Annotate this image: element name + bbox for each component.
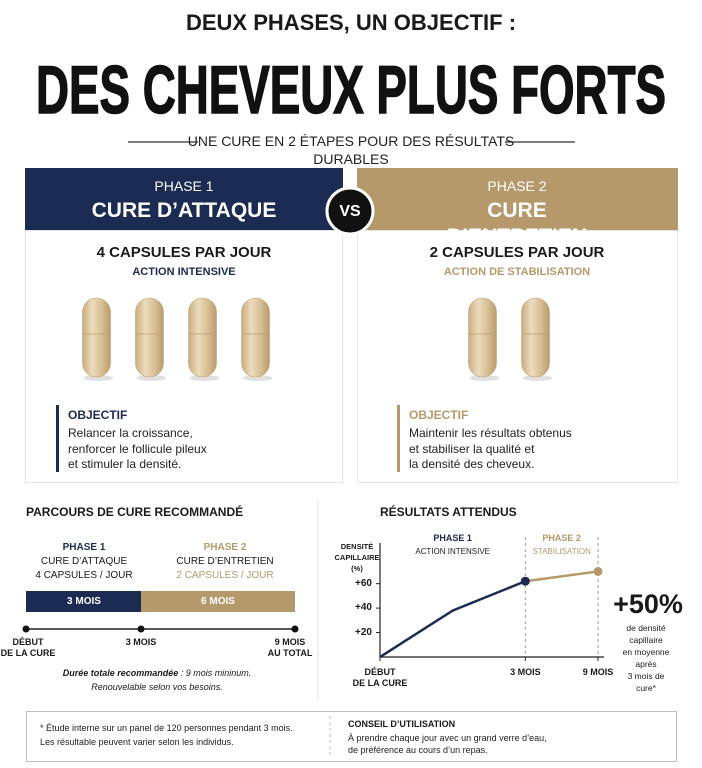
section-title: PARCOURS DE CURE RECOMMANDÉ xyxy=(26,505,244,519)
step-duration: 6 MOIS xyxy=(201,596,235,607)
x-tick-label: 9 MOIS xyxy=(582,667,614,677)
capsule xyxy=(135,297,164,378)
section-title: RÉSULTATS ATTENDUS xyxy=(380,505,517,519)
phase-header xyxy=(25,168,343,230)
phase-card xyxy=(357,230,678,483)
course-note: Renouvelable selon vos besoins. xyxy=(91,682,223,692)
step-name: CURE D’ENTRETIEN xyxy=(176,556,274,567)
capsule xyxy=(468,297,497,378)
action: ACTION DE STABILISATION xyxy=(443,266,591,278)
stat: +50% xyxy=(613,589,683,619)
milestone: DÉBUT DE LA CURE xyxy=(0,637,56,659)
capsule xyxy=(188,297,217,378)
timeline-segment xyxy=(141,591,295,612)
action: ACTION INTENSIVE xyxy=(132,266,236,278)
vs-badge xyxy=(325,186,375,236)
series-annotation: ACTION INTENSIVE xyxy=(415,547,490,556)
step-dose: 2 CAPSULES / JOUR xyxy=(176,570,274,581)
step-label: PHASE 2 xyxy=(203,542,247,553)
capsule-shadow xyxy=(242,375,273,381)
vs-label: VS xyxy=(339,203,361,220)
series-name: PHASE 1 xyxy=(433,533,472,543)
phase-name: CURE D’ATTAQUE xyxy=(91,199,277,222)
capsule-shadow xyxy=(83,375,114,381)
stat-caption: de densité capillaire en moyenne après 3… xyxy=(622,623,670,693)
phase-label: PHASE 2 xyxy=(487,178,547,194)
x-tick-label: DÉBUT DE LA CURE xyxy=(352,667,408,689)
milestone: 9 MOIS AU TOTAL xyxy=(267,637,313,659)
y-axis-label: DENSITÉ CAPILLAIRE (%) xyxy=(334,542,380,573)
milestone: 3 MOIS xyxy=(125,637,157,647)
objective-text: Maintenir les résultats obtenus et stabi… xyxy=(409,426,572,471)
capsule xyxy=(521,297,550,378)
series-name: PHASE 2 xyxy=(542,533,581,543)
phase-header xyxy=(357,168,678,230)
capsule xyxy=(241,297,270,378)
series-line xyxy=(379,580,526,659)
objective-title: OBJECTIF xyxy=(68,408,128,422)
y-tick-label: +20 xyxy=(355,626,372,638)
course-note: Durée totale recommandée : 9 mois mininu… xyxy=(63,668,252,679)
timeline-dot xyxy=(291,625,299,633)
step-duration: 3 MOIS xyxy=(67,596,101,607)
advice-title: CONSEIL D’UTILISATION xyxy=(348,719,456,729)
capsule-shadow xyxy=(522,375,553,381)
main-title: DES CHEVEUX PLUS FORTS xyxy=(36,52,666,128)
phase-label: PHASE 1 xyxy=(154,178,214,194)
series-annotation: STABILISATION xyxy=(532,547,591,556)
note-rest: : 9 mois mininum. xyxy=(178,668,252,678)
data-point xyxy=(593,566,603,576)
kicker: DEUX PHASES, UN OBJECTIF : xyxy=(185,10,517,35)
series-line xyxy=(525,570,599,583)
dose: 4 CAPSULES PAR JOUR xyxy=(96,244,272,261)
objective-title: OBJECTIF xyxy=(409,408,469,422)
y-tick-label: +40 xyxy=(355,602,372,614)
accent-bar xyxy=(397,405,400,472)
dose: 2 CAPSULES PAR JOUR xyxy=(429,244,605,261)
timeline-dot xyxy=(137,625,145,633)
capsule-shadow xyxy=(136,375,167,381)
capsule xyxy=(82,297,111,378)
timeline-segment xyxy=(26,591,141,612)
note-strong: Durée totale recommandée xyxy=(62,668,179,678)
step-dose: 4 CAPSULES / JOUR xyxy=(35,570,133,581)
advice: À prendre chaque jour avec un grand verr… xyxy=(348,733,547,755)
step-name: CURE D’ATTAQUE xyxy=(40,556,128,567)
x-tick-label: 3 MOIS xyxy=(510,667,541,677)
capsule-shadow xyxy=(469,375,500,381)
footnote: * Étude interne sur un panel de 120 pers… xyxy=(40,723,293,747)
timeline-dot xyxy=(22,625,30,633)
footer-box xyxy=(26,711,677,762)
phase-card xyxy=(25,230,343,483)
objective-text: Relancer la croissance, renforcer le fol… xyxy=(68,426,207,471)
capsule-shadow xyxy=(189,375,220,381)
phase-name: CURE D’ENTRETIEN xyxy=(446,199,587,249)
subtitle: UNE CURE EN 2 ÉTAPES POUR DES RÉSULTATS … xyxy=(187,133,515,167)
y-tick-label: +60 xyxy=(355,577,372,589)
data-point xyxy=(520,576,530,586)
step-label: PHASE 1 xyxy=(62,542,106,553)
accent-bar xyxy=(56,405,59,472)
